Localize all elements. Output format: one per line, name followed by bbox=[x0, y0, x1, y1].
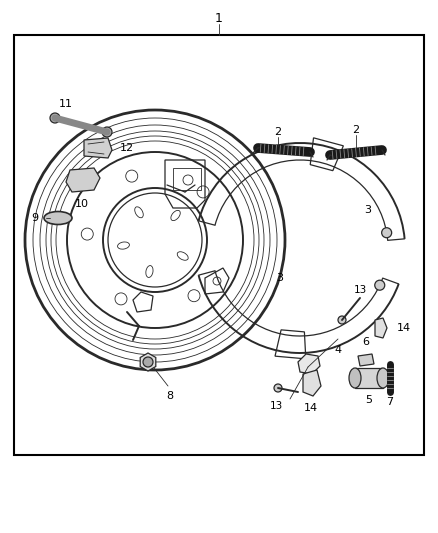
Polygon shape bbox=[375, 318, 387, 338]
Ellipse shape bbox=[44, 212, 72, 224]
Polygon shape bbox=[140, 353, 156, 371]
Text: 7: 7 bbox=[386, 397, 394, 407]
Polygon shape bbox=[66, 168, 100, 192]
Text: 13: 13 bbox=[353, 285, 367, 295]
Ellipse shape bbox=[377, 368, 389, 388]
Ellipse shape bbox=[349, 368, 361, 388]
Text: 12: 12 bbox=[120, 143, 134, 153]
Text: 6: 6 bbox=[363, 337, 370, 347]
Text: 9: 9 bbox=[31, 213, 38, 223]
Text: 2: 2 bbox=[275, 127, 282, 137]
Bar bbox=[355, 368, 383, 388]
Circle shape bbox=[381, 228, 392, 238]
Text: 14: 14 bbox=[397, 323, 411, 333]
Text: 11: 11 bbox=[59, 99, 73, 109]
Text: 3: 3 bbox=[364, 205, 371, 215]
Text: 14: 14 bbox=[304, 403, 318, 413]
Circle shape bbox=[338, 316, 346, 324]
Text: 1: 1 bbox=[215, 12, 223, 25]
Polygon shape bbox=[358, 354, 374, 366]
Text: 2: 2 bbox=[353, 125, 360, 135]
Polygon shape bbox=[84, 138, 112, 158]
Polygon shape bbox=[303, 370, 321, 396]
Text: 13: 13 bbox=[269, 401, 283, 411]
Bar bbox=[14, 35, 424, 455]
Text: 5: 5 bbox=[365, 395, 372, 405]
Text: 3: 3 bbox=[276, 273, 283, 283]
Text: 4: 4 bbox=[335, 345, 342, 355]
Circle shape bbox=[143, 357, 153, 367]
Text: 8: 8 bbox=[166, 391, 173, 401]
Circle shape bbox=[274, 384, 282, 392]
Circle shape bbox=[102, 127, 112, 137]
Circle shape bbox=[375, 280, 385, 290]
Polygon shape bbox=[298, 354, 320, 374]
Bar bbox=[173, 168, 201, 190]
Circle shape bbox=[50, 113, 60, 123]
Text: 10: 10 bbox=[75, 199, 89, 209]
